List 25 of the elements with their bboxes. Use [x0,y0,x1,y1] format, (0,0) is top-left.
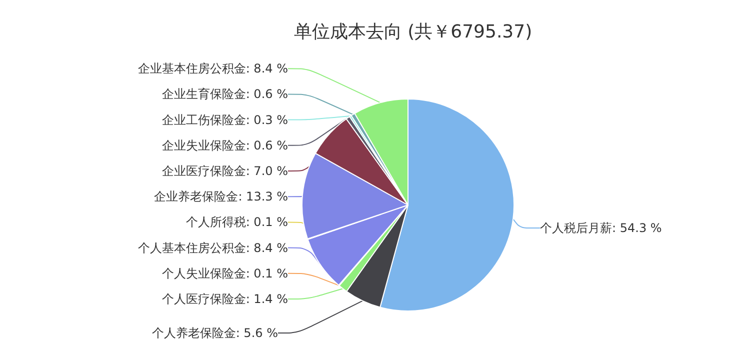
slice-label: 企业失业保险金 [162,138,246,152]
data-label: : 0.1 % [246,266,288,280]
slice-label: 个人养老保险金 [152,326,236,340]
slice-label: 企业基本住房公积金 [138,62,246,76]
data-label: : 13.3 % [238,190,288,204]
data-label: : 5.6 % [236,326,278,340]
data-label: : 54.3 % [612,221,662,235]
slice-label: 企业生育保险金 [162,87,246,102]
slice-label: 个人医疗保险金 [162,292,246,306]
slice-label: 企业养老保险金 [154,190,238,204]
slice-label: 企业医疗保险金 [162,164,246,178]
data-label: : 0.1 % [246,215,288,230]
slice-label: 个人基本住房公积金 [138,240,246,255]
data-label: : 7.0 % [246,164,288,178]
chart-title: 单位成本去向 (共￥6795.37) [294,22,532,42]
data-label: : 8.4 % [246,62,288,76]
data-label: : 0.3 % [246,112,288,127]
data-label: : 0.6 % [246,138,288,152]
slice-label: 个人所得税 [186,215,246,230]
data-label: : 0.6 % [246,87,288,102]
slice-label: 企业工伤保险金 [162,112,246,127]
slice-label: 个人税后月薪 [540,221,612,235]
slice-label: 个人失业保险金 [162,266,246,280]
data-label: : 1.4 % [246,292,288,306]
data-label: : 8.4 % [246,240,288,255]
